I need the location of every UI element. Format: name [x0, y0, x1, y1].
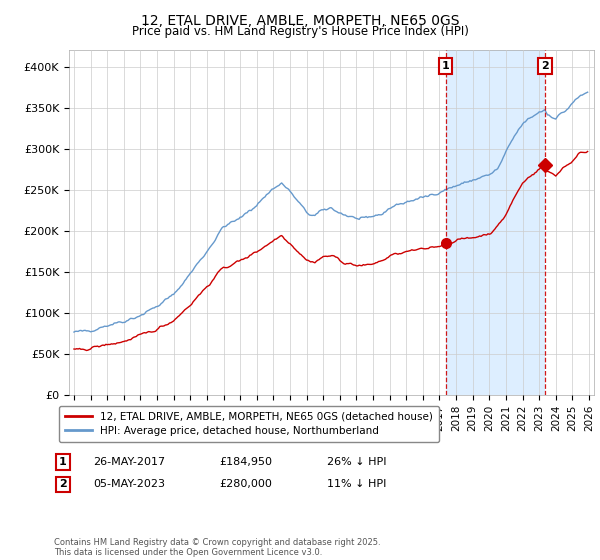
Text: 1: 1 — [59, 457, 67, 467]
Text: 11% ↓ HPI: 11% ↓ HPI — [327, 479, 386, 489]
Text: 2: 2 — [59, 479, 67, 489]
Legend: 12, ETAL DRIVE, AMBLE, MORPETH, NE65 0GS (detached house), HPI: Average price, d: 12, ETAL DRIVE, AMBLE, MORPETH, NE65 0GS… — [59, 405, 439, 442]
Text: 2: 2 — [541, 61, 549, 71]
Text: Price paid vs. HM Land Registry's House Price Index (HPI): Price paid vs. HM Land Registry's House … — [131, 25, 469, 38]
Text: £184,950: £184,950 — [219, 457, 272, 467]
Text: 05-MAY-2023: 05-MAY-2023 — [93, 479, 165, 489]
Text: 12, ETAL DRIVE, AMBLE, MORPETH, NE65 0GS: 12, ETAL DRIVE, AMBLE, MORPETH, NE65 0GS — [141, 14, 459, 28]
Text: Contains HM Land Registry data © Crown copyright and database right 2025.
This d: Contains HM Land Registry data © Crown c… — [54, 538, 380, 557]
Text: 26% ↓ HPI: 26% ↓ HPI — [327, 457, 386, 467]
Text: 26-MAY-2017: 26-MAY-2017 — [93, 457, 165, 467]
Text: £280,000: £280,000 — [219, 479, 272, 489]
Text: 1: 1 — [442, 61, 449, 71]
Bar — [446, 50, 545, 395]
